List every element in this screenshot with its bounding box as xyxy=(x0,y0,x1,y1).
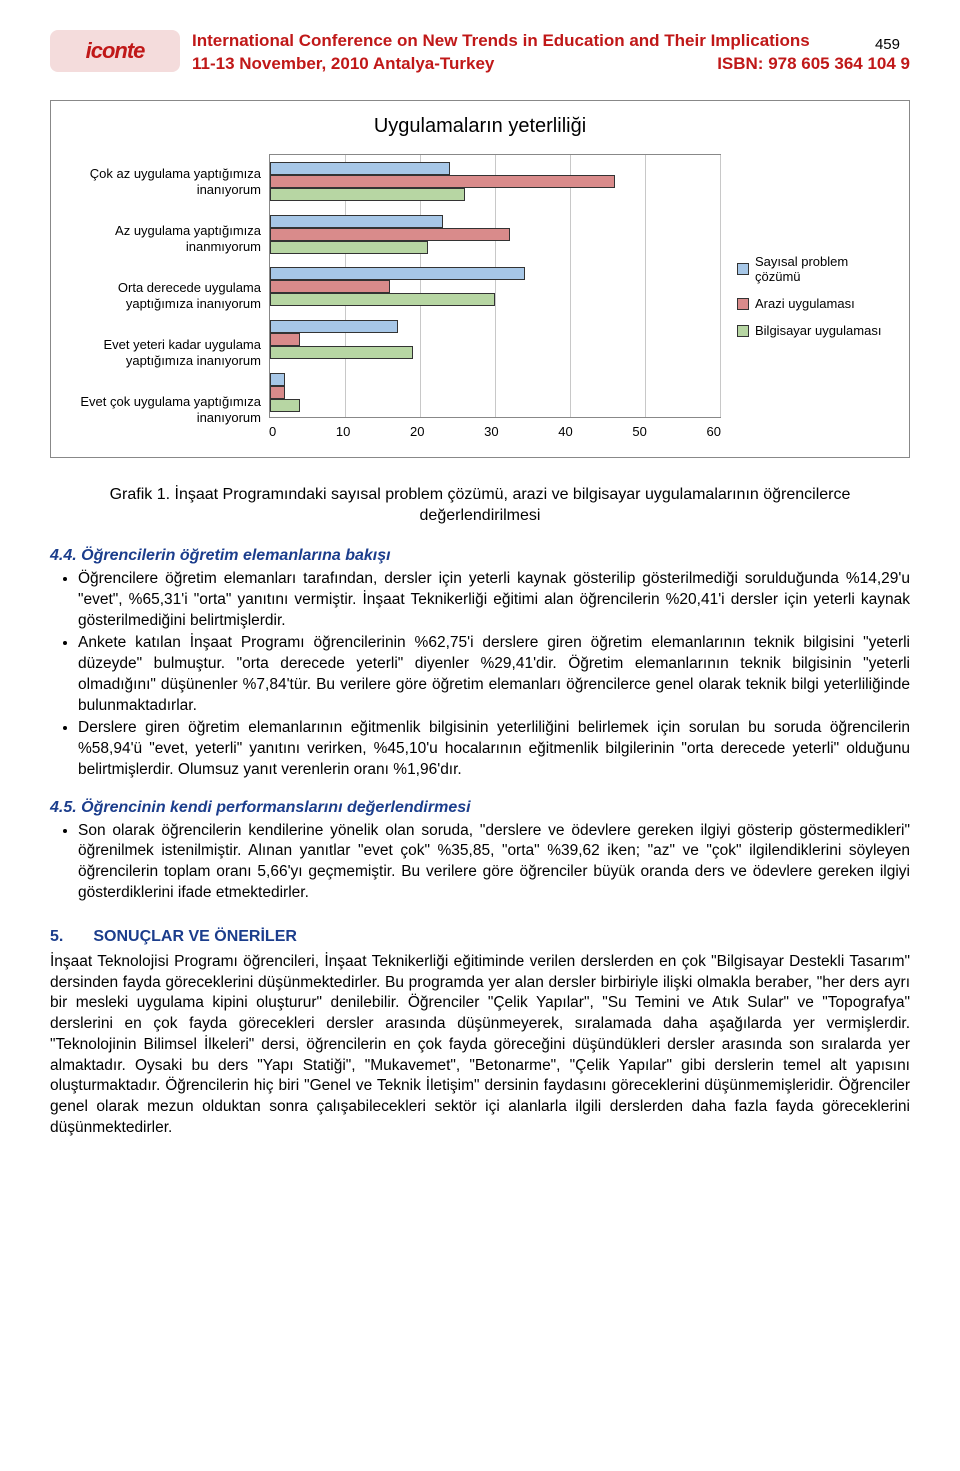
bar xyxy=(270,399,300,412)
bar-group xyxy=(270,208,720,261)
bar xyxy=(270,228,510,241)
list-item: Ankete katılan İnşaat Programı öğrencile… xyxy=(78,633,910,716)
chart-plot-area xyxy=(269,154,721,418)
chart-x-axis: 0 10 20 30 40 50 60 xyxy=(269,418,721,439)
logo: iconte xyxy=(50,30,180,72)
list-item: Derslere giren öğretim elemanlarının eği… xyxy=(78,718,910,780)
bar xyxy=(270,241,428,254)
legend-item: Arazi uygulaması xyxy=(737,296,891,311)
bar xyxy=(270,346,413,359)
page-header: iconte International Conference on New T… xyxy=(50,30,910,76)
bar xyxy=(270,386,285,399)
bar xyxy=(270,280,390,293)
section-5-body: İnşaat Teknolojisi Programı öğrencileri,… xyxy=(50,952,910,1139)
section-4-5-list: Son olarak öğrencilerin kendilerine yöne… xyxy=(78,821,910,904)
chart-x-tick: 30 xyxy=(484,424,498,439)
list-item: Son olarak öğrencilerin kendilerine yöne… xyxy=(78,821,910,904)
chart-category-label: Çok az uygulama yaptığımıza inanıyorum xyxy=(69,156,261,208)
header-isbn: ISBN: 978 605 364 104 9 xyxy=(717,53,910,76)
section-5-num: 5. xyxy=(50,928,63,946)
bar-group xyxy=(270,260,720,313)
legend-label: Sayısal problem çözümü xyxy=(755,254,891,284)
section-4-4-heading: 4.4. Öğrencilerin öğretim elemanlarına b… xyxy=(50,547,910,565)
chart-title: Uygulamaların yeterliliği xyxy=(69,115,891,138)
header-date-place: 11-13 November, 2010 Antalya-Turkey xyxy=(192,53,494,76)
header-title: International Conference on New Trends i… xyxy=(192,30,910,53)
chart-container: Uygulamaların yeterliliği Çok az uygulam… xyxy=(50,100,910,458)
caption-text: İnşaat Programındaki sayısal problem çöz… xyxy=(175,486,851,525)
section-4-4-list: Öğrencilere öğretim elemanları tarafında… xyxy=(78,569,910,781)
legend-item: Sayısal problem çözümü xyxy=(737,254,891,284)
bar-group xyxy=(270,366,720,419)
chart-category-labels: Çok az uygulama yaptığımıza inanıyorumAz… xyxy=(69,154,269,439)
chart-x-tick: 10 xyxy=(336,424,350,439)
legend-label: Bilgisayar uygulaması xyxy=(755,323,881,338)
bar xyxy=(270,215,443,228)
bar xyxy=(270,175,615,188)
page-number: 459 xyxy=(875,36,900,53)
chart-x-tick: 40 xyxy=(558,424,572,439)
logo-text: iconte xyxy=(50,30,180,72)
bar xyxy=(270,267,525,280)
chart-x-tick: 60 xyxy=(707,424,721,439)
chart-category-label: Evet çok uygulama yaptığımıza inanıyorum xyxy=(69,384,261,436)
caption-prefix: Grafik 1. xyxy=(110,486,170,503)
chart-x-tick: 20 xyxy=(410,424,424,439)
bar xyxy=(270,320,398,333)
chart-x-tick: 0 xyxy=(269,424,276,439)
bar xyxy=(270,162,450,175)
legend-swatch xyxy=(737,298,749,310)
bar-group xyxy=(270,313,720,366)
list-item: Öğrencilere öğretim elemanları tarafında… xyxy=(78,569,910,631)
chart-x-tick: 50 xyxy=(632,424,646,439)
bar xyxy=(270,373,285,386)
legend-swatch xyxy=(737,325,749,337)
chart-gridline xyxy=(720,155,721,417)
section-5-title: SONUÇLAR VE ÖNERİLER xyxy=(93,928,297,946)
legend-label: Arazi uygulaması xyxy=(755,296,855,311)
bar-group xyxy=(270,155,720,208)
chart-category-label: Evet yeteri kadar uygulama yaptığımıza i… xyxy=(69,327,261,379)
legend-item: Bilgisayar uygulaması xyxy=(737,323,891,338)
chart-caption: Grafik 1. İnşaat Programındaki sayısal p… xyxy=(50,484,910,527)
chart-category-label: Orta derecede uygulama yaptığımıza inanı… xyxy=(69,270,261,322)
bar xyxy=(270,333,300,346)
section-5-heading: 5. SONUÇLAR VE ÖNERİLER xyxy=(50,928,910,946)
section-4-5-heading: 4.5. Öğrencinin kendi performanslarını d… xyxy=(50,799,910,817)
legend-swatch xyxy=(737,263,749,275)
bar xyxy=(270,188,465,201)
bar xyxy=(270,293,495,306)
chart-legend: Sayısal problem çözümü Arazi uygulaması Bi… xyxy=(721,154,891,439)
chart-category-label: Az uygulama yaptığımıza inanmıyorum xyxy=(69,213,261,265)
